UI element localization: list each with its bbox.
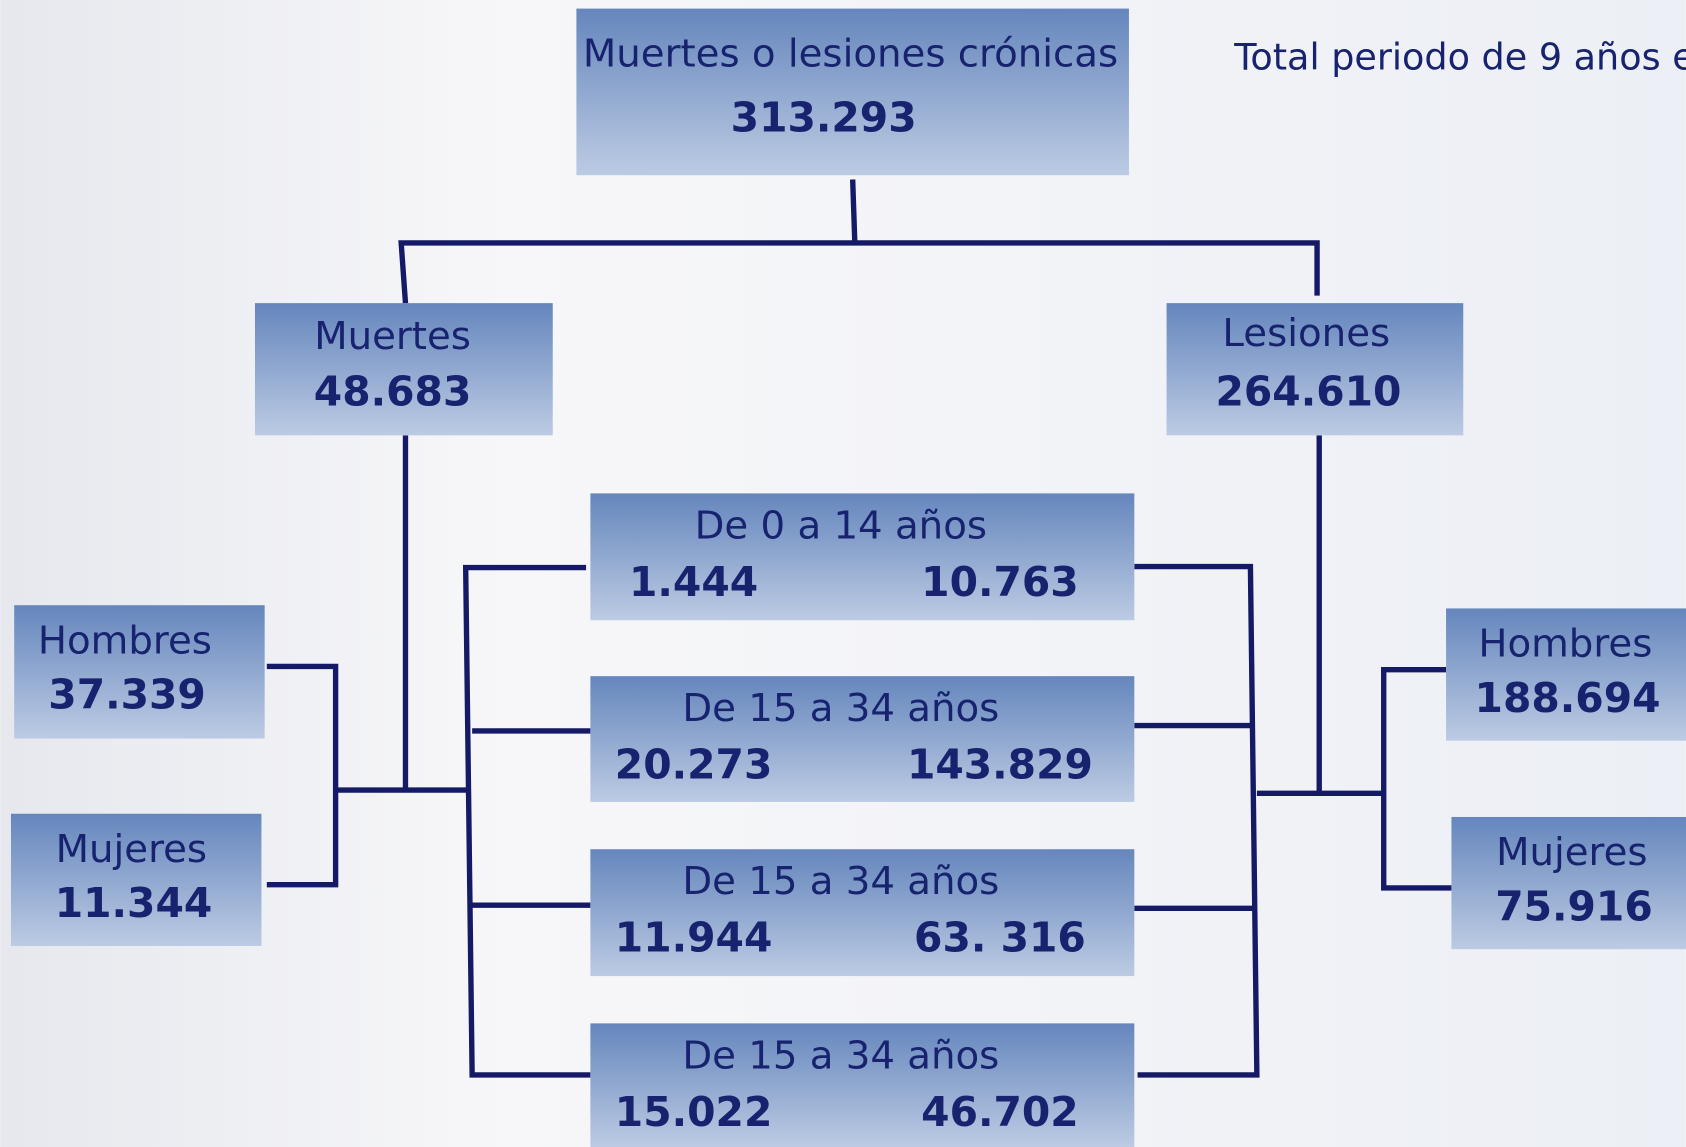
node-label: Muertes	[314, 314, 471, 359]
node-value: 313.293	[731, 93, 917, 141]
node-box	[576, 8, 1129, 176]
lesiones-value: 143.829	[907, 741, 1093, 789]
lesiones-value: 10.763	[921, 558, 1079, 606]
sex-node: Hombres 188.694	[1446, 608, 1686, 741]
age-group: De 0 a 14 años 1.444 10.763	[590, 493, 1135, 621]
node-box	[1451, 816, 1686, 950]
node-label: De 15 a 34 años	[682, 686, 999, 731]
lesiones-value: 46.702	[921, 1088, 1079, 1136]
node-box	[1166, 303, 1464, 436]
node-label: De 0 a 14 años	[695, 503, 987, 548]
node-box	[590, 493, 1135, 621]
sex-node: Mujeres 11.344	[10, 813, 262, 946]
node-label: Hombres	[38, 618, 212, 663]
node-box	[590, 1023, 1135, 1147]
node-box	[1446, 608, 1686, 741]
node-box	[10, 813, 262, 946]
node-value: 75.916	[1495, 882, 1653, 930]
node-label: Lesiones	[1222, 311, 1390, 356]
node-value: 11.344	[55, 879, 213, 927]
node-label: Mujeres	[1496, 830, 1647, 875]
muertes-value: 20.273	[615, 741, 773, 789]
node-box	[14, 605, 265, 739]
root-node: Muertes o lesiones crónicas 313.293	[576, 8, 1129, 176]
age-group: De 15 a 34 años 11.944 63. 316	[590, 849, 1135, 977]
node-label: Hombres	[1478, 622, 1652, 667]
node-value: 188.694	[1475, 674, 1661, 722]
lesiones-node: Lesiones 264.610	[1166, 303, 1464, 436]
muertes-value: 15.022	[615, 1088, 773, 1136]
node-value: 37.339	[48, 671, 206, 719]
node-box	[254, 303, 553, 436]
sex-node: Mujeres 75.916	[1451, 816, 1686, 950]
node-label: Muertes o lesiones crónicas	[583, 31, 1118, 76]
age-group: De 15 a 34 años 15.022 46.702	[590, 1023, 1135, 1147]
node-label: Mujeres	[56, 827, 207, 872]
node-label: De 15 a 34 años	[682, 1033, 999, 1078]
node-value: 48.683	[314, 368, 472, 416]
connectors	[266, 179, 1452, 1078]
sex-node: Hombres 37.339	[14, 605, 265, 739]
sex-nodes: Hombres 37.339 Mujeres 11.344 Hombres 188.694…	[10, 605, 1686, 950]
node-box	[590, 849, 1135, 977]
note: Total periodo de 9 años e	[1233, 36, 1686, 79]
muertes-node: Muertes 48.683	[254, 303, 553, 436]
node-label: De 15 a 34 años	[682, 859, 999, 904]
lesiones-value: 63. 316	[914, 914, 1086, 962]
node-box	[590, 676, 1135, 802]
age-group: De 15 a 34 años 20.273 143.829	[590, 676, 1135, 802]
age-groups: De 0 a 14 años 1.444 10.763 De 15 a 34 años…	[590, 493, 1135, 1147]
node-value: 264.610	[1215, 368, 1401, 416]
muertes-value: 11.944	[615, 914, 773, 962]
muertes-value: 1.444	[629, 558, 758, 606]
